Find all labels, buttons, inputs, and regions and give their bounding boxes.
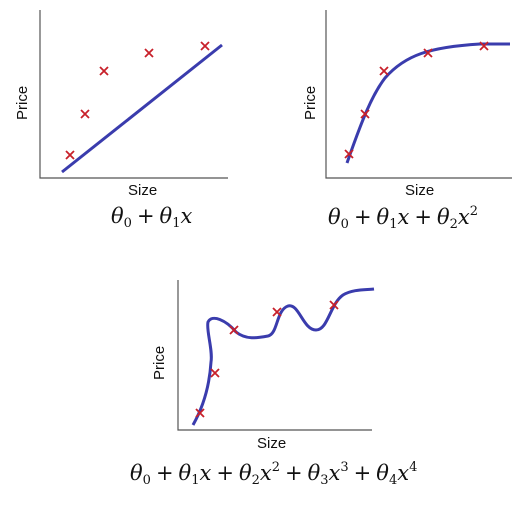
data-point [144, 48, 154, 58]
linear-fit-plot: Price Size [14, 10, 228, 199]
data-point [329, 300, 339, 310]
data-point [229, 325, 239, 335]
quadratic-fit-curve [345, 42, 510, 164]
data-point [272, 307, 282, 317]
quartic-x-axis-label: Size [257, 435, 286, 452]
data-point [80, 109, 90, 119]
quadratic-y-axis-label: Price [302, 86, 319, 120]
data-point [344, 149, 354, 159]
panel-quadratic-fit: Price Size [280, 0, 530, 200]
quartic-hypothesis-formula: θ0 + θ1x + θ2x2 + θ3x3 + θ4x4 [130, 460, 418, 488]
quartic-y-axis-label: Price [151, 346, 168, 380]
data-point [99, 66, 109, 76]
quadratic-axes [325, 10, 512, 179]
data-point [479, 41, 489, 51]
linear-hypothesis-formula: θ0 + θ1x [111, 204, 193, 231]
data-point [423, 48, 433, 58]
quartic-fit-curve [191, 287, 375, 426]
data-point [200, 41, 210, 51]
quadratic-fit-plot: Price Size [302, 10, 512, 199]
linear-x-axis-label: Size [128, 182, 157, 199]
panel-quartic-fit: Price Size [140, 270, 390, 465]
quadratic-hypothesis-formula: θ0 + θ1x + θ2x2 [328, 204, 478, 232]
quartic-fit-plot: Price Size [151, 280, 375, 452]
quadratic-x-axis-label: Size [405, 182, 434, 199]
data-point [379, 66, 389, 76]
data-point [360, 109, 370, 119]
quartic-axes [177, 280, 372, 431]
linear-axes [39, 10, 228, 179]
linear-fit-line [61, 43, 223, 174]
linear-data-points [65, 41, 210, 160]
linear-y-axis-label: Price [14, 86, 31, 120]
panel-linear-fit: Price Size [0, 0, 240, 200]
quadratic-data-points [344, 41, 489, 159]
quartic-data-points [195, 300, 339, 418]
data-point [195, 408, 205, 418]
data-point [65, 150, 75, 160]
data-point [210, 368, 220, 378]
